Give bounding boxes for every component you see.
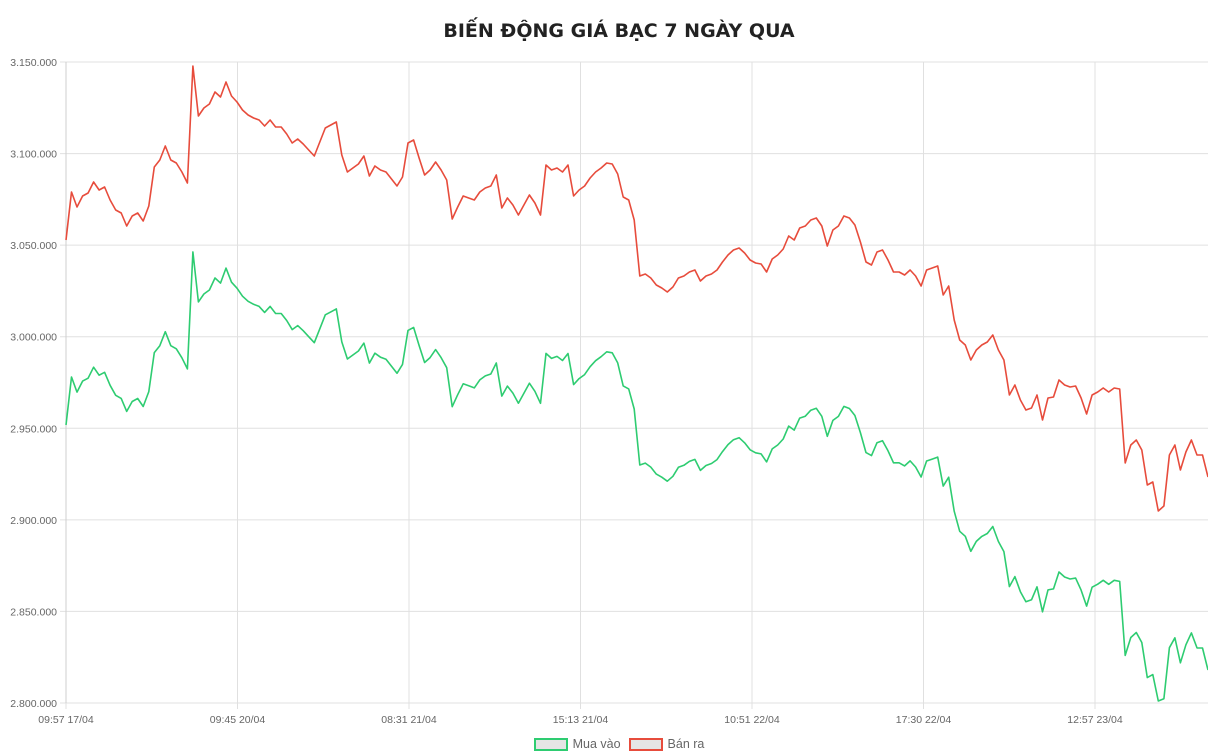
buy-swatch-icon (533, 737, 568, 751)
x-tick-label: 15:13 21/04 (553, 714, 609, 726)
legend-label-buy: Mua vào (572, 737, 621, 751)
y-tick-label: 2.850.000 (10, 606, 57, 618)
sell-series-line[interactable] (65, 65, 1208, 512)
chart-title: BIẾN ĐỘNG GIÁ BẠC 7 NGÀY QUA (443, 20, 795, 42)
y-tick-label: 3.100.000 (10, 149, 57, 161)
y-tick-label: 3.000.000 (10, 332, 57, 344)
y-tick-label: 2.900.000 (10, 515, 57, 527)
legend-label-sell: Bán ra (667, 737, 705, 751)
line-chart: 3.150.000 3.100.000 3.050.000 3.000.000 2.95… (10, 57, 1208, 726)
x-tick-label: 10:51 22/04 (724, 714, 780, 726)
y-tick-label: 3.050.000 (10, 240, 57, 252)
chart-legend: Mua vào Bán ra (0, 737, 1208, 751)
x-tick-label: 12:57 23/04 (1067, 714, 1123, 726)
legend-item-buy[interactable]: Mua vào (533, 737, 621, 751)
x-tick-label: 08:31 21/04 (381, 714, 437, 726)
legend-item-sell[interactable]: Bán ra (628, 737, 705, 751)
sell-swatch-icon (628, 737, 663, 751)
x-tick-label: 09:57 17/04 (38, 714, 94, 726)
y-tick-label: 2.800.000 (10, 698, 57, 710)
y-tick-label: 2.950.000 (10, 423, 57, 435)
y-tick-label: 3.150.000 (10, 57, 57, 69)
x-tick-label: 09:45 20/04 (210, 714, 266, 726)
x-tick-label: 17:30 22/04 (896, 714, 952, 726)
buy-series-line[interactable] (65, 251, 1208, 702)
